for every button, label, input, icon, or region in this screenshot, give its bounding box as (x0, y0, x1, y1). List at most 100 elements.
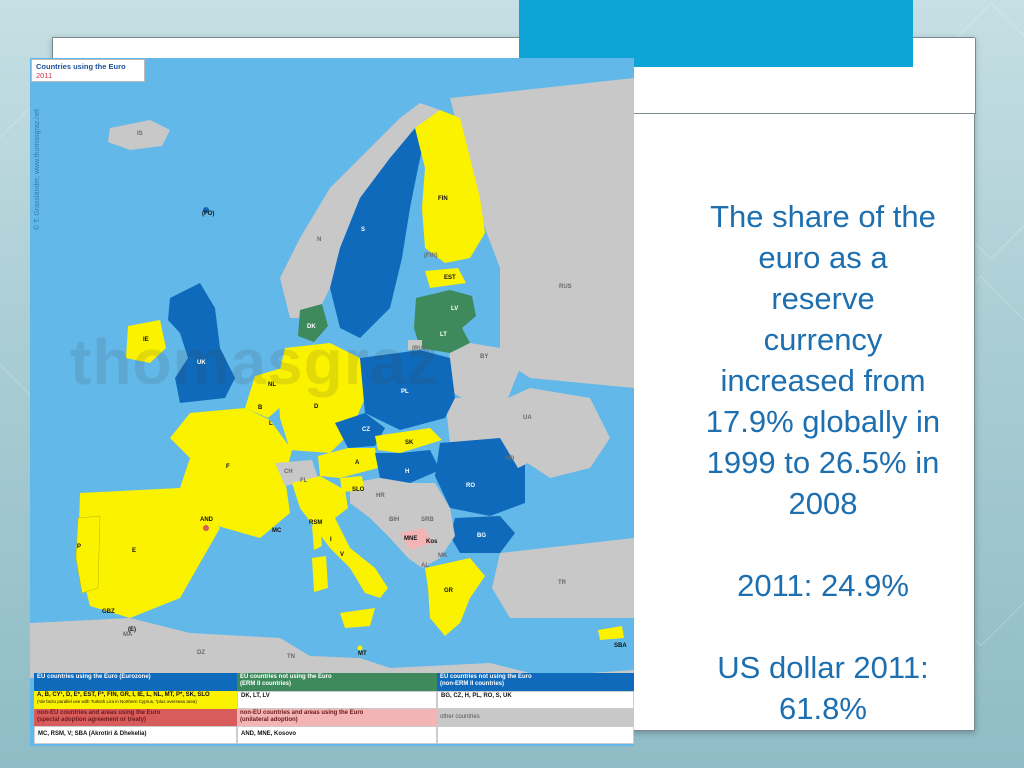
country-e (78, 488, 220, 618)
label-ceuta: (E) (128, 627, 136, 633)
label-a: A (355, 460, 360, 466)
label-f: F (226, 464, 230, 470)
label-h: H (405, 469, 410, 475)
text-line-2: euro as a (758, 240, 888, 275)
country-i-sicily (340, 608, 375, 628)
text-line-4: currency (763, 322, 883, 357)
label-al: AL (421, 563, 429, 569)
country-sk (375, 428, 442, 453)
label-l: L (269, 421, 273, 427)
text-line-5: increased from (720, 363, 926, 398)
legend-noneu-list: MC, RSM, V; SBA (Akrotiri & Dhekelia) (34, 726, 237, 744)
label-dk: DK (307, 324, 316, 330)
country-i-sardinia (312, 556, 328, 592)
label-sk: SK (405, 440, 414, 446)
country-f (170, 408, 292, 538)
label-sba: SBA (614, 643, 627, 649)
text-line-3: reserve (771, 281, 875, 316)
label-ch: CH (284, 469, 293, 475)
label-is: IS (137, 131, 143, 137)
country-and (203, 525, 209, 531)
label-tn: TN (287, 654, 295, 660)
label-gbz: GBZ (102, 609, 115, 615)
label-tr: TR (558, 580, 566, 586)
country-s (330, 128, 425, 338)
label-gr: GR (444, 588, 453, 594)
map-year: 2011 (36, 71, 53, 80)
label-dz: DZ (197, 650, 205, 656)
label-est: EST (444, 275, 456, 281)
spacer (678, 606, 968, 647)
label-pl: PL (401, 389, 409, 395)
usd-line-1: US dollar 2011: (717, 650, 929, 685)
country-ie (126, 320, 166, 363)
label-v: V (340, 552, 345, 558)
country-md (500, 436, 528, 468)
map-title: Countries using the Euro (36, 62, 126, 71)
slide-text: The share of the euro as a reserve curre… (678, 196, 968, 729)
map-copyright: © T. Grassländer, www.thomasgraz.net (34, 109, 41, 230)
label-fo: (FO) (202, 211, 215, 217)
country-ua (445, 388, 610, 478)
label-slo: SLO (352, 487, 365, 493)
label-uk: UK (197, 360, 206, 366)
legend-unilateral-list: AND, MNE, Kosovo (237, 726, 437, 744)
country-a (318, 448, 378, 478)
text-line-7: 1999 to 26.5% in (706, 445, 940, 480)
label-i: I (330, 537, 332, 543)
label-ua: UA (523, 415, 532, 421)
country-slo (340, 476, 364, 492)
map-legend: EU countries using the Euro (Eurozone) E… (34, 673, 634, 744)
label-md: MD (505, 456, 515, 462)
label-cz: CZ (362, 427, 370, 433)
label-srb: SRB (421, 517, 434, 523)
map-title-box: Countries using the Euro 2011 (31, 59, 145, 82)
spacer (678, 524, 968, 565)
europe-euro-map (30, 58, 634, 746)
label-ma: MA (123, 632, 133, 638)
country-benelux (245, 368, 285, 418)
country-ro (435, 438, 525, 516)
label-n: N (317, 237, 322, 243)
legend-eurozone-list: A, B, CY¹, D, E*, EST, F*, FIN, GR, I, I… (37, 692, 210, 698)
label-bg: BG (477, 533, 486, 539)
label-kos: Kos (426, 539, 438, 545)
accent-bar (519, 0, 913, 67)
country-is (108, 120, 170, 150)
label-mc: MC (272, 528, 282, 534)
label-mk: MK (438, 553, 448, 559)
legend-erm2-header: EU countries not using the Euro (ERM II … (237, 673, 437, 691)
legend-other-label: other countries (437, 709, 634, 726)
label-d: D (314, 404, 319, 410)
map-svg (30, 58, 634, 746)
country-by (445, 343, 520, 403)
country-balkans (350, 478, 455, 568)
country-gr (425, 558, 485, 636)
country-mt (357, 645, 363, 651)
legend-erm2-list: DK, LT, LV (237, 691, 437, 709)
country-h (375, 450, 440, 483)
country-rus-kaliningrad (408, 340, 422, 350)
text-line-1: The share of the (710, 199, 936, 234)
text-line-8: 2008 (788, 486, 858, 521)
country-p (75, 515, 101, 594)
label-mne: MNE (404, 536, 418, 542)
label-fin: FIN (438, 196, 448, 202)
country-fo (203, 207, 209, 213)
label-s: S (361, 227, 366, 233)
map-watermark: thomasgraz (70, 326, 440, 398)
country-rus (450, 78, 634, 388)
country-i (292, 476, 388, 598)
country-uk (168, 283, 235, 403)
label-p: P (77, 544, 82, 550)
north-africa (30, 618, 634, 678)
label-ie: IE (143, 337, 149, 343)
label-fl: FL (300, 478, 308, 484)
legend-unilateral-header: non-EU countries and areas using the Eur… (237, 709, 437, 726)
country-fin (415, 110, 485, 263)
country-cy (598, 626, 624, 640)
label-aland: (FIN) (424, 253, 438, 259)
label-b: B (258, 405, 263, 411)
label-mt: MT (358, 651, 367, 657)
label-rus: RUS (559, 284, 572, 290)
